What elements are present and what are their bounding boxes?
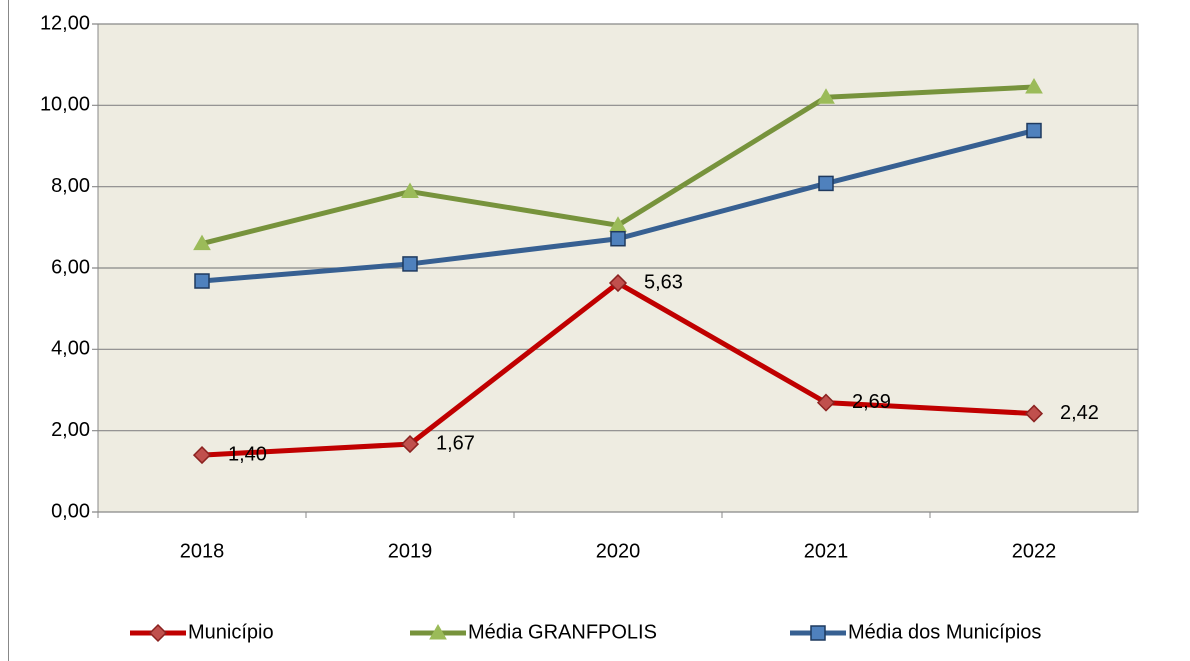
marker [429,623,447,640]
marker [816,393,836,412]
data-label: 1,40 [228,443,267,465]
y-tick-label: 6,00 [51,256,90,278]
data-label: 2,42 [1060,402,1099,424]
y-tick-label: 8,00 [51,175,90,197]
x-tick-label: 2022 [1012,540,1057,562]
x-tick-label: 2021 [804,540,849,562]
marker [192,446,212,465]
marker [1026,122,1042,139]
data-label: 2,69 [852,391,891,413]
marker [610,230,626,247]
marker [193,234,211,251]
y-tick-label: 12,00 [40,12,90,34]
y-tick-label: 4,00 [51,338,90,360]
marker [1025,78,1043,94]
chart-frame [8,0,9,661]
data-label: 5,63 [644,271,683,293]
x-tick-label: 2020 [596,540,641,562]
marker [810,625,826,641]
data-label: 1,67 [436,432,475,454]
x-tick-label: 2018 [180,540,225,562]
marker [608,273,628,293]
y-tick-label: 0,00 [51,500,90,522]
marker [194,273,210,289]
legend-label: Média GRANFPOLIS [468,621,657,643]
marker [400,435,420,454]
marker [818,175,834,192]
marker [1024,404,1044,423]
marker [401,182,419,199]
legend-label: Média dos Municípios [848,621,1041,643]
y-tick-label: 10,00 [40,94,90,116]
y-tick-label: 2,00 [51,419,90,441]
x-tick-label: 2019 [388,540,433,562]
marker [148,623,168,643]
legend-label: Município [188,621,274,643]
marker [402,256,418,272]
marker [817,88,835,104]
